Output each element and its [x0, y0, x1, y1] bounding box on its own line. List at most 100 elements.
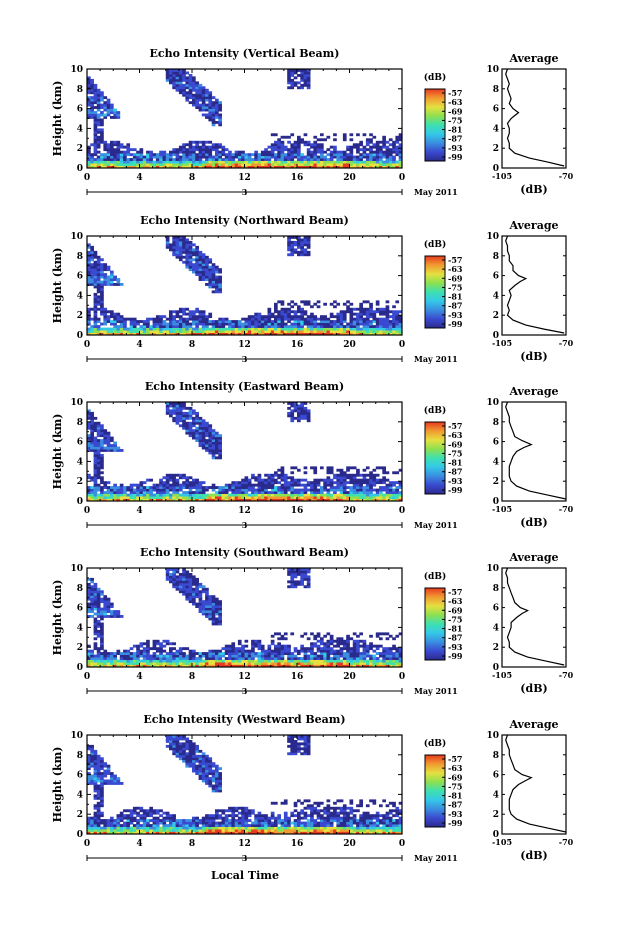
- y-tick-label: 8: [77, 85, 83, 95]
- average-x-tick-label: -70: [559, 837, 574, 847]
- colorbar-tick-label: -63: [448, 264, 463, 274]
- average-y-tick-label: 8: [493, 252, 499, 262]
- colorbar-tick-label: -69: [448, 772, 463, 782]
- average-y-tick-label: 6: [493, 604, 499, 614]
- panel-title: Echo Intensity (Northward Beam): [140, 214, 349, 227]
- panel-3: Echo Intensity (Eastward Beam) 0 2 4 6 8 10 0 4 8…: [51, 380, 574, 530]
- average-x-tick-label: -70: [559, 504, 574, 514]
- average-y-tick-label: 8: [493, 751, 499, 761]
- colorbar-tick-label: -63: [448, 763, 463, 773]
- average-x-tick-label: -105: [492, 338, 512, 348]
- x-tick-label: 4: [136, 340, 142, 350]
- average-y-tick-label: 2: [493, 311, 499, 321]
- average-y-tick-label: 2: [493, 477, 499, 487]
- x-tick-label: 16: [291, 173, 304, 183]
- colorbar-tick-label: -57: [448, 754, 462, 764]
- colorbar-tick-label: -75: [448, 614, 462, 624]
- colorbar-label: (dB): [424, 571, 446, 582]
- colorbar: [424, 587, 446, 661]
- y-tick-label: 2: [77, 643, 83, 653]
- y-tick-label: 4: [77, 291, 83, 301]
- y-tick-label: 0: [77, 331, 83, 341]
- average-x-tick-label: -105: [492, 504, 512, 514]
- y-tick-label: 6: [77, 438, 83, 448]
- x-tick-label: 0: [84, 839, 90, 849]
- x-tick-label: 4: [136, 839, 142, 849]
- y-tick-label: 10: [70, 65, 83, 75]
- colorbar-tick-label: -99: [448, 818, 463, 828]
- x-tick-label: 20: [343, 839, 356, 849]
- heatmap-cells: [87, 69, 403, 169]
- average-y-tick-label: 6: [493, 105, 499, 115]
- x-tick-label: 0: [399, 506, 405, 516]
- y-axis-label: Height (km): [51, 580, 64, 656]
- colorbar-tick-label: -63: [448, 596, 463, 606]
- x-tick-label: 4: [136, 173, 142, 183]
- colorbar-tick-label: -87: [448, 301, 462, 311]
- y-tick-label: 0: [77, 164, 83, 174]
- panel-2: Echo Intensity (Northward Beam) 0 2 4 6 8 10 0 4…: [51, 214, 574, 364]
- x-tick-label: 20: [343, 340, 356, 350]
- y-tick-label: 4: [77, 623, 83, 633]
- x-tick-label: 8: [189, 173, 195, 183]
- y-tick-label: 4: [77, 124, 83, 134]
- average-y-tick-label: 4: [493, 790, 499, 800]
- x-tick-label: 8: [189, 672, 195, 682]
- colorbar-tick-label: -87: [448, 467, 462, 477]
- y-tick-label: 8: [77, 584, 83, 594]
- colorbar-tick-label: -81: [448, 125, 462, 135]
- average-y-tick-label: 0: [493, 164, 499, 174]
- colorbar-label: (dB): [424, 738, 446, 749]
- x-tick-label: 8: [189, 839, 195, 849]
- x-tick-label: 0: [399, 839, 405, 849]
- average-y-tick-label: 4: [493, 291, 499, 301]
- colorbar-label: (dB): [424, 405, 446, 416]
- x-tick-label: 16: [291, 839, 304, 849]
- average-x-label: (dB): [520, 682, 547, 695]
- average-y-tick-label: 0: [493, 830, 499, 840]
- average-y-tick-label: 4: [493, 623, 499, 633]
- x-tick-label: 0: [84, 672, 90, 682]
- colorbar-tick-label: -99: [448, 651, 463, 661]
- colorbar-tick-label: -93: [448, 476, 463, 486]
- colorbar-tick-label: -81: [448, 791, 462, 801]
- colorbar-tick-label: -63: [448, 97, 463, 107]
- heatmap-cells: [87, 236, 403, 336]
- colorbar-tick-label: -93: [448, 642, 463, 652]
- average-x-tick-label: -70: [559, 338, 574, 348]
- colorbar-tick-label: -87: [448, 800, 462, 810]
- x-tick-label: 0: [399, 672, 405, 682]
- y-tick-label: 6: [77, 771, 83, 781]
- colorbar-tick-label: -93: [448, 310, 463, 320]
- average-y-tick-label: 0: [493, 663, 499, 673]
- colorbar-label: (dB): [424, 239, 446, 250]
- average-y-tick-label: 10: [486, 564, 499, 574]
- average-x-label: (dB): [520, 849, 547, 862]
- y-tick-label: 6: [77, 604, 83, 614]
- date-label: May 2011: [414, 520, 458, 530]
- x-tick-label: 12: [238, 506, 251, 516]
- y-tick-label: 6: [77, 272, 83, 282]
- average-y-tick-label: 6: [493, 272, 499, 282]
- panel-title: Echo Intensity (Vertical Beam): [149, 47, 339, 60]
- y-tick-label: 10: [70, 232, 83, 242]
- average-frame: [501, 235, 567, 336]
- x-tick-label: 0: [84, 340, 90, 350]
- colorbar-tick-label: -69: [448, 605, 463, 615]
- date-label: May 2011: [414, 686, 458, 696]
- average-profile-line: [505, 567, 565, 666]
- colorbar-tick-label: -81: [448, 292, 462, 302]
- y-tick-label: 8: [77, 252, 83, 262]
- colorbar-tick-label: -93: [448, 143, 463, 153]
- y-tick-label: 10: [70, 398, 83, 408]
- x-tick-label: 8: [189, 506, 195, 516]
- average-x-tick-label: -105: [492, 670, 512, 680]
- x-tick-label: 20: [343, 173, 356, 183]
- colorbar-tick-label: -99: [448, 319, 463, 329]
- average-title: Average: [508, 385, 558, 398]
- average-y-tick-label: 0: [493, 497, 499, 507]
- average-title: Average: [508, 52, 558, 65]
- y-tick-label: 0: [77, 497, 83, 507]
- day-label: 3: [242, 187, 248, 197]
- average-y-tick-label: 2: [493, 643, 499, 653]
